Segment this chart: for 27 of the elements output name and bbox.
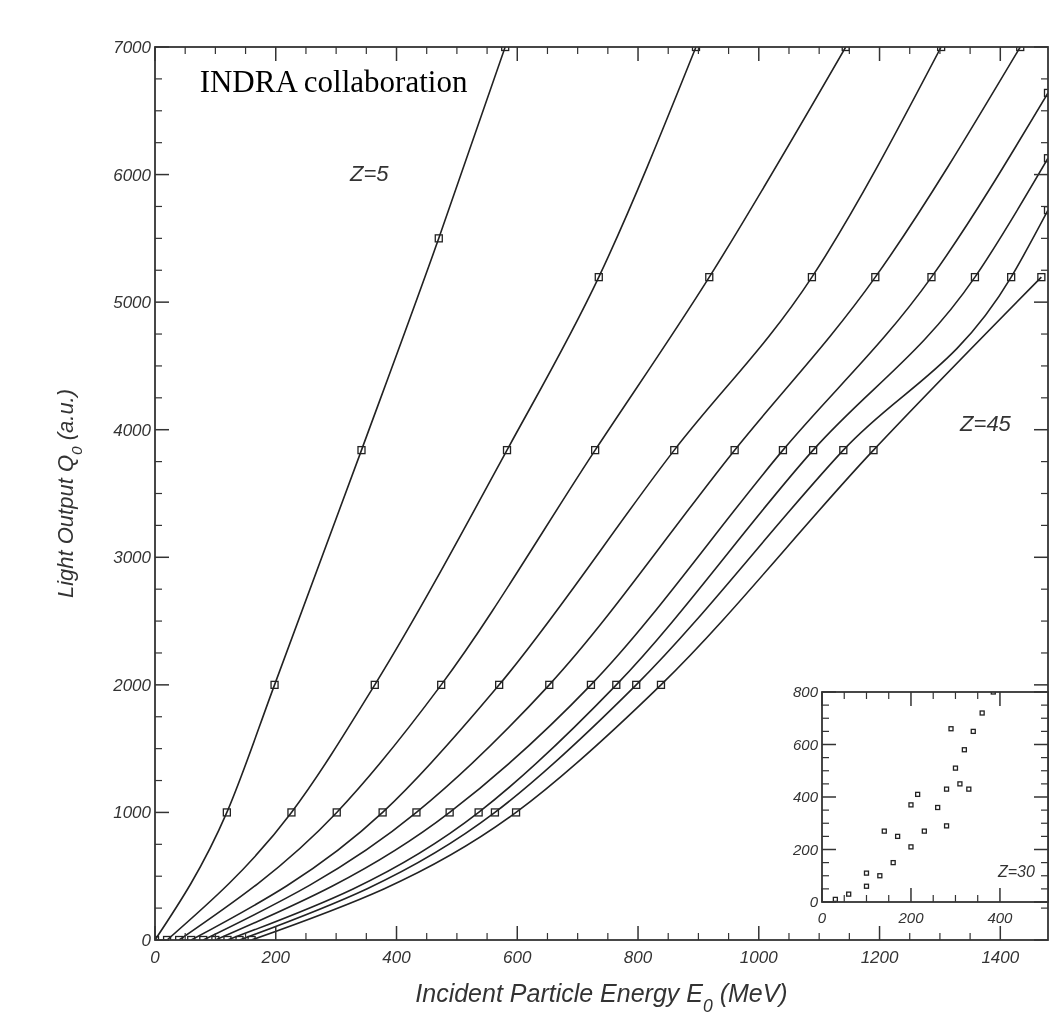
- y-tick-label: 0: [141, 930, 152, 950]
- y-tick-label: 400: [792, 788, 819, 806]
- x-tick-label: 400: [987, 909, 1014, 926]
- annotation: INDRA collaboration: [199, 63, 468, 99]
- y-tick-label: 5000: [113, 293, 152, 313]
- x-tick-label: 1400: [981, 948, 1020, 967]
- x-tick-label: 1000: [739, 948, 779, 967]
- x-tick-label: 200: [897, 909, 925, 926]
- annotation: Z=30: [996, 862, 1035, 880]
- y-tick-label: 7000: [113, 37, 152, 57]
- annotation: Z=45: [959, 410, 1012, 436]
- y-tick-label: 600: [792, 735, 819, 753]
- x-tick-label: 400: [382, 948, 412, 967]
- x-tick-label: 200: [260, 948, 291, 967]
- y-tick-label: 6000: [113, 165, 152, 185]
- y-tick-label: 2000: [112, 675, 152, 695]
- x-tick-label: 1200: [860, 948, 899, 967]
- y-tick-label: 3000: [113, 548, 152, 568]
- y-tick-label: 200: [791, 840, 819, 858]
- x-tick-label: 600: [503, 948, 532, 967]
- y-tick-label: 4000: [113, 420, 152, 440]
- x-tick-label: 800: [623, 948, 653, 967]
- y-tick-label: 800: [792, 683, 819, 701]
- annotation: Z=5: [349, 160, 390, 186]
- y-tick-label: 1000: [113, 803, 152, 823]
- y-tick-label: 0: [809, 893, 819, 911]
- x-axis-title: Incident Particle Energy E$_{0}$ (MeV): [415, 979, 788, 1016]
